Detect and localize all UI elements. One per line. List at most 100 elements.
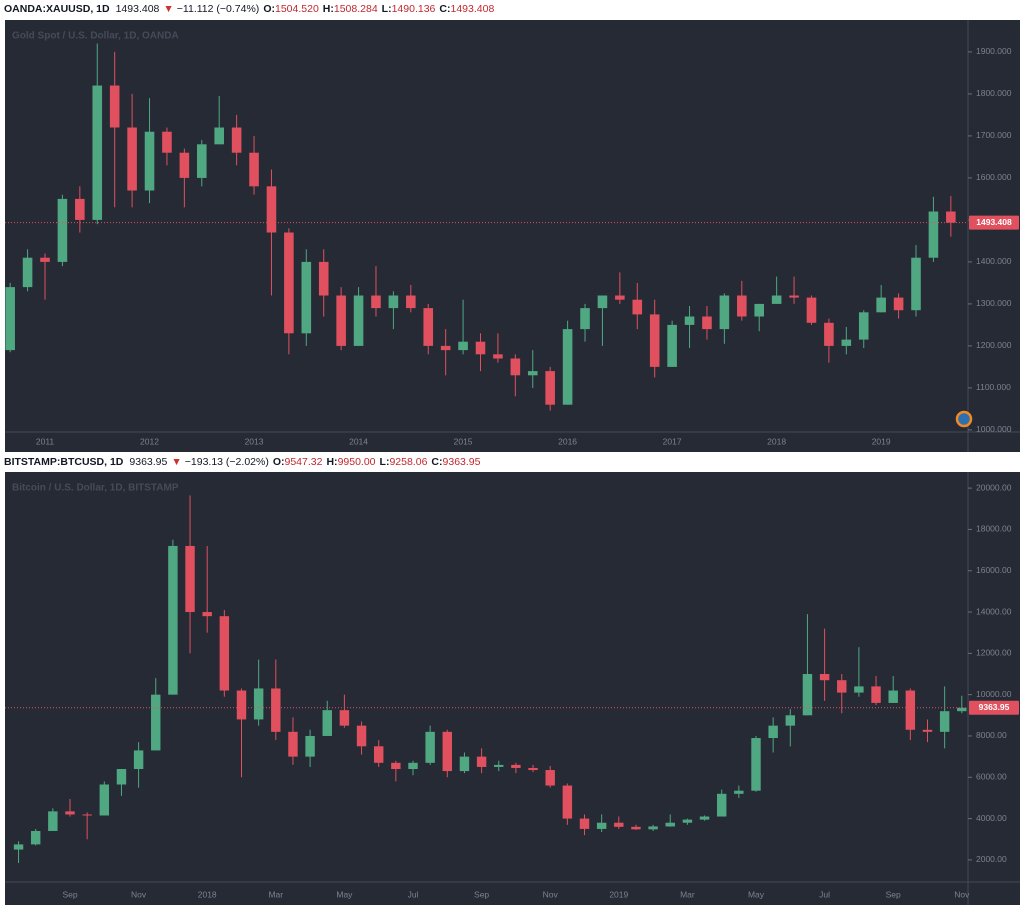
- y-tick-label: 2000.00: [976, 854, 1007, 864]
- candle-body: [425, 731, 435, 763]
- candle-body: [458, 341, 468, 351]
- panel-background: [5, 472, 1020, 905]
- candle-body: [922, 729, 933, 732]
- candle-body: [854, 686, 864, 693]
- legend-header: OANDA:XAUUSD, 1D 1493.408 ▼ −11.112 (−0.74%…: [4, 3, 494, 15]
- candle-body: [423, 308, 434, 346]
- candle-body: [806, 297, 817, 323]
- x-tick-label: 2011: [36, 436, 55, 446]
- y-tick-label: 16000.00: [976, 565, 1012, 575]
- candle-body: [649, 314, 660, 367]
- candle-body: [322, 710, 332, 736]
- candle-body: [271, 688, 281, 732]
- candle-body: [751, 738, 761, 791]
- candle-body: [580, 308, 590, 330]
- y-tick-label: 1800.000: [976, 88, 1012, 98]
- ohlc-label: L:: [380, 456, 390, 468]
- candle-body: [905, 690, 916, 730]
- y-tick-label: 14000.00: [976, 606, 1012, 616]
- candle-body: [841, 339, 852, 346]
- x-tick-label: Jul: [819, 889, 830, 899]
- y-tick-label: 1000.000: [976, 424, 1012, 434]
- candle-body: [92, 85, 103, 220]
- candle-body: [373, 746, 384, 763]
- candle-body: [957, 707, 967, 712]
- candle-body: [82, 814, 92, 816]
- x-tick-label: Sep: [886, 889, 901, 899]
- candle-body: [699, 816, 710, 820]
- y-tick-label: 1200.000: [976, 340, 1012, 350]
- candle-body: [440, 345, 451, 351]
- last-price-label: 9363.95: [979, 702, 1010, 712]
- candle-body: [475, 341, 486, 355]
- y-tick-label: 1700.000: [976, 130, 1012, 140]
- candle-body: [734, 790, 744, 794]
- candle-body: [48, 811, 58, 831]
- candle-body: [459, 756, 470, 772]
- candle-body: [391, 762, 401, 770]
- candle-body: [284, 232, 294, 334]
- candle-body: [13, 844, 24, 850]
- candle-body: [682, 819, 693, 823]
- y-tick-label: 6000.00: [976, 772, 1007, 782]
- candle-body: [353, 295, 364, 346]
- candle-body: [871, 686, 881, 703]
- ohlc-label: H:: [323, 3, 334, 15]
- candle-body: [824, 322, 834, 346]
- candle-body: [789, 295, 799, 298]
- candle-body: [876, 297, 886, 313]
- symbol: BITSTAMP:BTCUSD, 1D: [4, 456, 124, 468]
- candle-body: [494, 764, 504, 767]
- candle-body: [231, 127, 242, 153]
- candle-body: [510, 358, 521, 376]
- last-price: 9363.95: [129, 456, 167, 468]
- y-tick-label: 1400.000: [976, 256, 1012, 266]
- candle-body: [442, 731, 453, 772]
- candle-body: [305, 735, 315, 757]
- x-tick-label: Nov: [954, 889, 970, 899]
- change-arrow: ▼: [171, 456, 181, 468]
- logo-icon: [955, 410, 973, 428]
- candle-body: [75, 198, 85, 220]
- candle-body: [737, 295, 747, 317]
- candle-body: [371, 295, 381, 309]
- candle-body: [301, 261, 312, 334]
- x-tick-label: Sep: [62, 889, 77, 899]
- candle-body: [579, 818, 590, 829]
- candle-body: [614, 822, 624, 827]
- candle-body: [339, 710, 350, 726]
- candle-body: [99, 784, 110, 816]
- ohlc-value: 1493.408: [450, 3, 494, 15]
- candle-body: [127, 127, 137, 191]
- candle-body: [684, 316, 695, 325]
- last-price-label: 1493.408: [976, 217, 1012, 227]
- x-tick-label: 2019: [609, 889, 628, 899]
- candle-body: [133, 750, 144, 770]
- candle-body: [939, 711, 950, 732]
- candle-body: [527, 371, 538, 376]
- candle-body: [911, 257, 921, 311]
- x-tick-label: May: [336, 889, 353, 899]
- candle-body: [493, 354, 503, 359]
- candle-body: [65, 811, 75, 815]
- candle-body: [946, 211, 956, 223]
- ohlc-value: 9363.95: [443, 456, 481, 468]
- candle-body: [893, 297, 904, 311]
- candle-body: [40, 257, 50, 262]
- candle-body: [858, 312, 869, 340]
- candle-body: [819, 674, 830, 681]
- candle-body: [632, 299, 643, 315]
- candle-body: [837, 680, 847, 693]
- ohlc-value: 9258.06: [389, 456, 427, 468]
- candle-body: [545, 371, 555, 405]
- x-tick-label: 2018: [198, 889, 217, 899]
- candle-body: [615, 295, 625, 300]
- candle-body: [144, 131, 155, 191]
- candle-body: [214, 127, 224, 145]
- x-tick-label: Nov: [131, 889, 147, 899]
- x-tick-label: Jul: [408, 889, 419, 899]
- ohlc-value: 1504.520: [275, 3, 319, 15]
- y-tick-label: 8000.00: [976, 730, 1007, 740]
- ohlc-value: 1508.284: [334, 3, 378, 15]
